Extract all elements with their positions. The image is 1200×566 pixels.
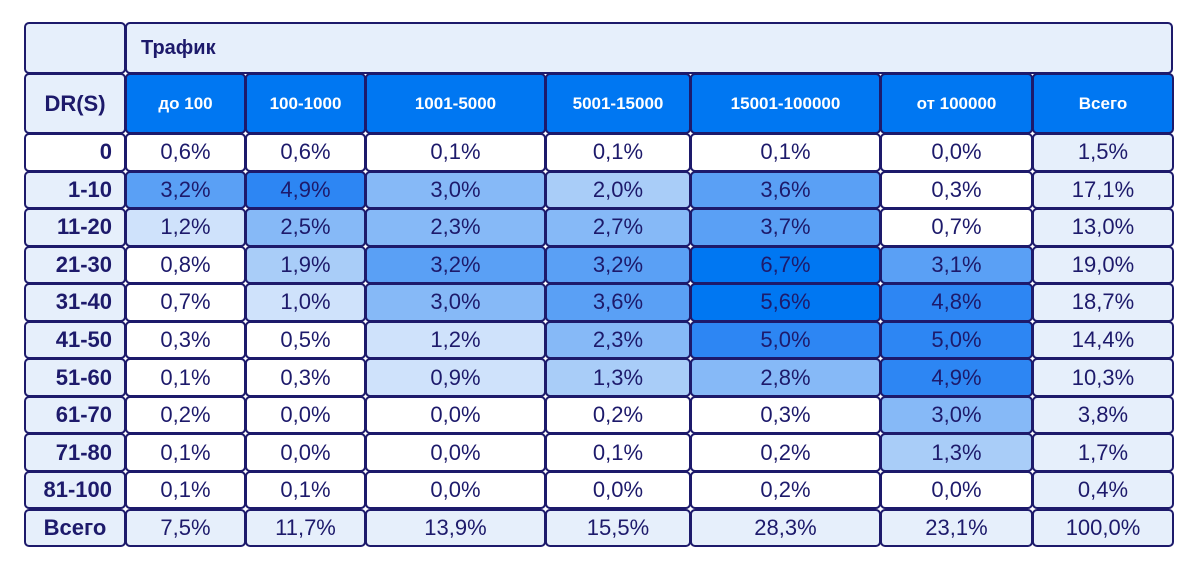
- table-title: Трафик: [125, 22, 1173, 74]
- row-label: 1-10: [24, 170, 126, 210]
- heatmap-cell: 3,0%: [880, 395, 1033, 435]
- heatmap-cell: 0,2%: [545, 395, 691, 435]
- heatmap-cell: 3,2%: [365, 245, 546, 285]
- heatmap-cell: 0,1%: [125, 433, 246, 472]
- heatmap-cell: 0,1%: [690, 133, 881, 172]
- heatmap-cell: 0,9%: [365, 358, 546, 397]
- heatmap-cell: 4,9%: [880, 358, 1033, 397]
- column-header: 5001-15000: [545, 73, 691, 134]
- column-header: до 100: [125, 73, 246, 134]
- heatmap-cell: 0,0%: [880, 133, 1033, 172]
- heatmap-cell: 0,1%: [125, 358, 246, 397]
- row-label: 51-60: [24, 358, 126, 397]
- heatmap-cell: 2,0%: [545, 170, 691, 210]
- heatmap-cell: 1,0%: [245, 283, 366, 322]
- row-header-label: DR(S): [24, 73, 126, 134]
- heatmap-cell: 0,2%: [690, 433, 881, 472]
- heatmap-cell: 0,6%: [245, 133, 366, 172]
- row-label: 71-80: [24, 433, 126, 472]
- heatmap-cell: 3,6%: [545, 283, 691, 322]
- heatmap-cell: 0,0%: [365, 395, 546, 435]
- heatmap-cell: 1,2%: [125, 208, 246, 247]
- row-label: 81-100: [24, 470, 126, 510]
- heatmap-cell: 2,7%: [545, 208, 691, 247]
- column-header: 1001-5000: [365, 73, 546, 134]
- heatmap-cell: 0,7%: [880, 208, 1033, 247]
- row-label: 0: [24, 133, 126, 172]
- heatmap-cell: 3,6%: [690, 170, 881, 210]
- heatmap-cell: 0,0%: [365, 433, 546, 472]
- heatmap-cell: 3,2%: [545, 245, 691, 285]
- heatmap-cell: 3,1%: [880, 245, 1033, 285]
- heatmap-cell: 6,7%: [690, 245, 881, 285]
- column-header: 100-1000: [245, 73, 366, 134]
- heatmap-cell: 0,6%: [125, 133, 246, 172]
- column-header: от 100000: [880, 73, 1033, 134]
- heatmap-cell: 0,5%: [245, 320, 366, 360]
- heatmap-cell: 1,7%: [1032, 433, 1174, 472]
- heatmap-cell: 3,8%: [1032, 395, 1174, 435]
- heatmap-cell: 0,0%: [245, 395, 366, 435]
- row-label: 31-40: [24, 283, 126, 322]
- row-label: 61-70: [24, 395, 126, 435]
- row-label: 21-30: [24, 245, 126, 285]
- heatmap-cell: 0,0%: [545, 470, 691, 510]
- heatmap-cell: 4,8%: [880, 283, 1033, 322]
- heatmap-cell: 5,6%: [690, 283, 881, 322]
- heatmap-cell: 1,3%: [545, 358, 691, 397]
- heatmap-cell: 19,0%: [1032, 245, 1174, 285]
- heatmap-cell: 1,5%: [1032, 133, 1174, 172]
- heatmap-cell: 0,4%: [1032, 470, 1174, 510]
- heatmap-cell: 17,1%: [1032, 170, 1174, 210]
- heatmap-cell: 0,3%: [880, 170, 1033, 210]
- heatmap-cell: 0,8%: [125, 245, 246, 285]
- heatmap-cell: 4,9%: [245, 170, 366, 210]
- heatmap-cell: 3,2%: [125, 170, 246, 210]
- heatmap-cell: 14,4%: [1032, 320, 1174, 360]
- heatmap-cell: 2,3%: [545, 320, 691, 360]
- heatmap-cell: 11,7%: [245, 508, 366, 548]
- heatmap-cell: 1,9%: [245, 245, 366, 285]
- column-header: 15001-100000: [690, 73, 881, 134]
- row-label: 41-50: [24, 320, 126, 360]
- heatmap-cell: 3,0%: [365, 170, 546, 210]
- heatmap-cell: 10,3%: [1032, 358, 1174, 397]
- row-label: Всего: [24, 508, 126, 548]
- heatmap-cell: 0,3%: [690, 395, 881, 435]
- heatmap-cell: 3,0%: [365, 283, 546, 322]
- heatmap-cell: 0,2%: [125, 395, 246, 435]
- heatmap-cell: 0,2%: [690, 470, 881, 510]
- heatmap-cell: 15,5%: [545, 508, 691, 548]
- column-header: Всего: [1032, 73, 1174, 134]
- heatmap-cell: 2,3%: [365, 208, 546, 247]
- heatmap-cell: 0,3%: [125, 320, 246, 360]
- heatmap-cell: 28,3%: [690, 508, 881, 548]
- heatmap-cell: 1,3%: [880, 433, 1033, 472]
- heatmap-cell: 1,2%: [365, 320, 546, 360]
- heatmap-cell: 0,1%: [365, 133, 546, 172]
- heatmap-cell: 5,0%: [690, 320, 881, 360]
- heatmap-cell: 0,0%: [880, 470, 1033, 510]
- heatmap-cell: 0,0%: [245, 433, 366, 472]
- heatmap-cell: 7,5%: [125, 508, 246, 548]
- heatmap-cell: 100,0%: [1032, 508, 1174, 548]
- heatmap-cell: 0,0%: [365, 470, 546, 510]
- corner-cell: [24, 22, 126, 74]
- heatmap-cell: 13,0%: [1032, 208, 1174, 247]
- heatmap-cell: 5,0%: [880, 320, 1033, 360]
- heatmap-cell: 13,9%: [365, 508, 546, 548]
- heatmap-cell: 0,1%: [545, 433, 691, 472]
- heatmap-cell: 18,7%: [1032, 283, 1174, 322]
- heatmap-cell: 0,3%: [245, 358, 366, 397]
- heatmap-cell: 3,7%: [690, 208, 881, 247]
- heatmap-cell: 2,8%: [690, 358, 881, 397]
- heatmap-cell: 0,1%: [545, 133, 691, 172]
- heatmap-cell: 2,5%: [245, 208, 366, 247]
- heatmap-cell: 23,1%: [880, 508, 1033, 548]
- heatmap-cell: 0,1%: [125, 470, 246, 510]
- heatmap-cell: 0,1%: [245, 470, 366, 510]
- heatmap-cell: 0,7%: [125, 283, 246, 322]
- row-label: 11-20: [24, 208, 126, 247]
